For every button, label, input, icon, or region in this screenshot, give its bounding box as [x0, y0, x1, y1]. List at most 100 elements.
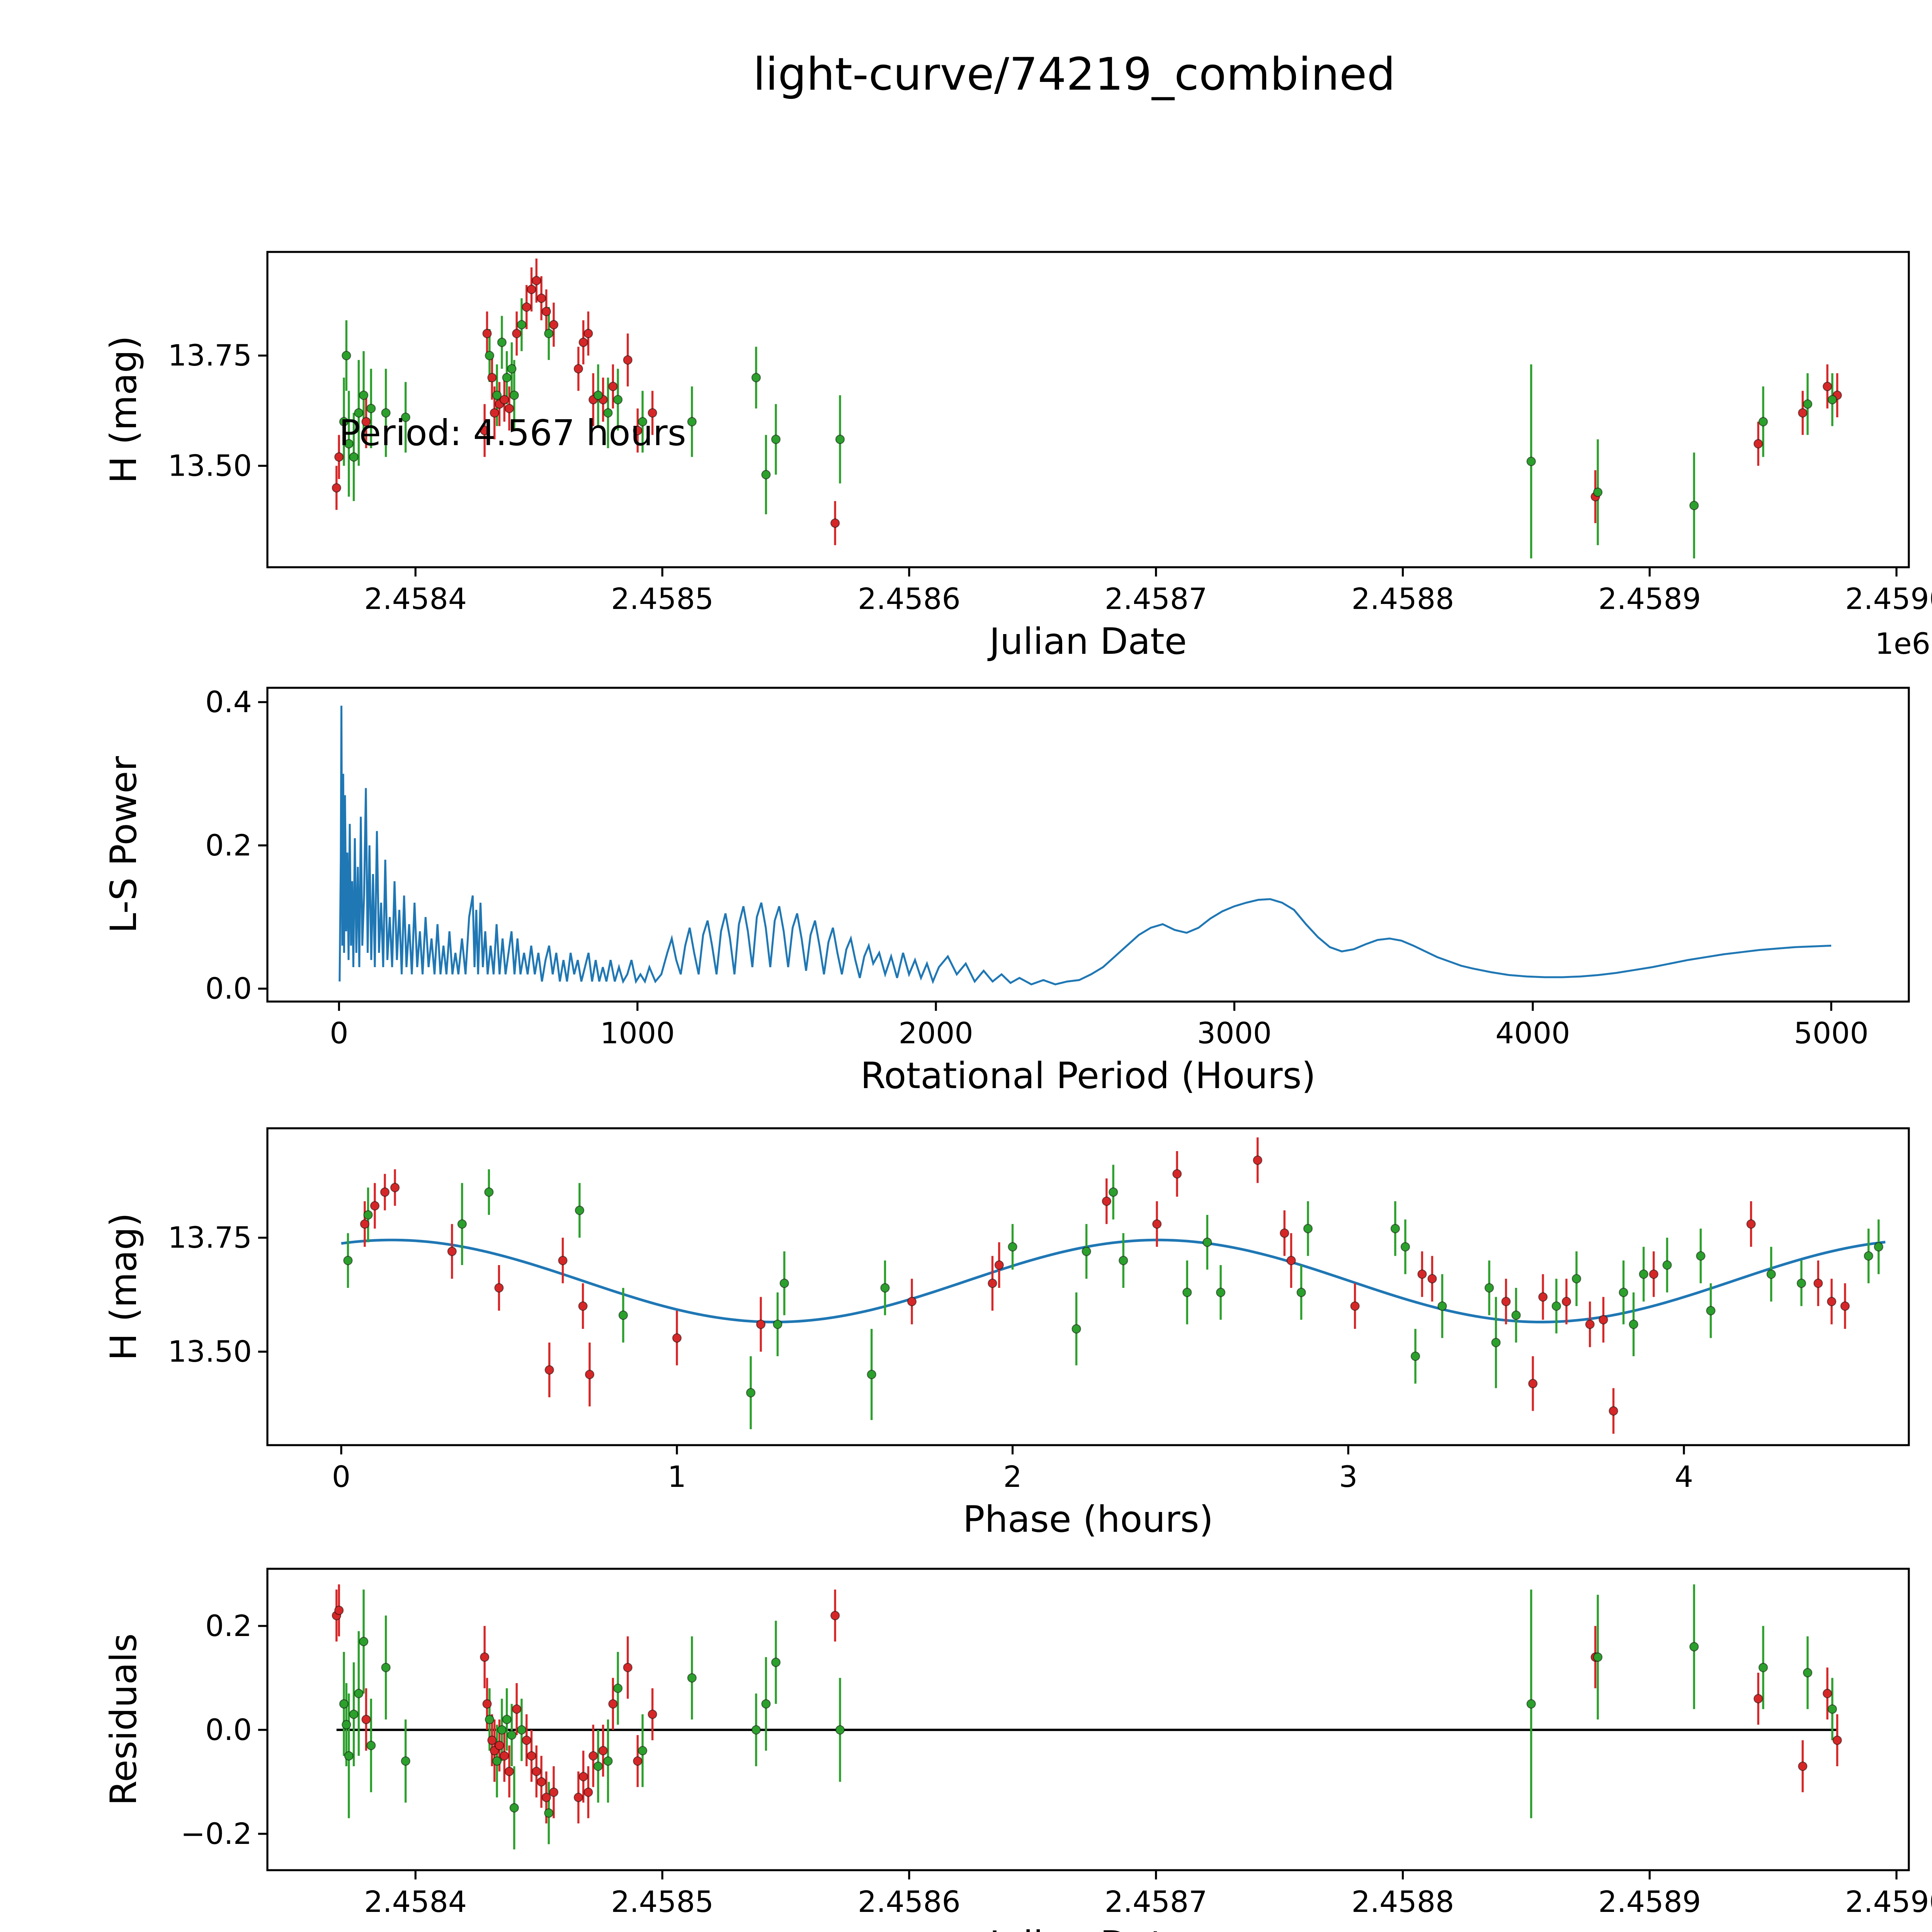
- green-data-point: [613, 395, 623, 405]
- red-data-point: [558, 1255, 568, 1265]
- red-data-point: [1813, 1278, 1823, 1288]
- green-data-point: [342, 1720, 351, 1730]
- x-tick-label: 2: [1003, 1459, 1022, 1494]
- red-data-point: [1152, 1219, 1162, 1229]
- green-data-point: [1689, 501, 1699, 510]
- red-data-point: [598, 1746, 608, 1755]
- x-tick-label: 2.4588: [1351, 1884, 1454, 1919]
- x-tick-label: 2.4587: [1105, 582, 1208, 616]
- green-data-point: [1119, 1255, 1128, 1265]
- green-data-point: [1526, 1699, 1536, 1709]
- green-data-point: [492, 1756, 502, 1766]
- red-data-point: [1746, 1219, 1756, 1229]
- green-data-point: [835, 434, 845, 444]
- red-data-point: [1501, 1297, 1511, 1306]
- green-data-point: [492, 390, 502, 400]
- x-tick-label: 2.4586: [858, 582, 961, 616]
- red-data-point: [1599, 1315, 1608, 1325]
- green-data-point: [544, 328, 554, 338]
- phase-curve-panel: 0 1 2 3 4 13.50 13.75 Phase (hours) H (mag): [103, 1127, 1910, 1541]
- red-data-point: [549, 320, 559, 330]
- green-data-point: [1491, 1338, 1501, 1347]
- green-data-point: [344, 1751, 354, 1761]
- red-data-point: [672, 1333, 682, 1343]
- red-data-point: [494, 1283, 504, 1293]
- green-data-point: [751, 1725, 761, 1735]
- green-data-point: [1662, 1260, 1672, 1270]
- green-data-point: [1071, 1324, 1081, 1334]
- red-data-point: [482, 1699, 492, 1709]
- red-data-point: [1827, 1297, 1837, 1306]
- green-data-point: [575, 1206, 585, 1215]
- x-tick-label: 2.4584: [364, 1884, 467, 1919]
- green-data-point: [349, 452, 359, 462]
- red-data-point: [1840, 1301, 1850, 1311]
- red-data-point: [623, 355, 633, 365]
- red-data-point: [1538, 1292, 1548, 1302]
- green-data-point: [593, 1761, 603, 1771]
- green-data-point: [517, 320, 527, 330]
- green-data-point: [1216, 1287, 1226, 1297]
- red-data-point: [633, 1756, 643, 1766]
- green-data-point: [1410, 1351, 1420, 1361]
- green-data-point: [339, 417, 349, 427]
- green-data-point: [771, 1657, 781, 1667]
- light-curve-axes-spine: [266, 251, 1910, 568]
- red-data-point: [1427, 1274, 1437, 1284]
- red-data-point: [447, 1247, 457, 1256]
- green-data-point: [751, 373, 761, 383]
- red-data-point: [988, 1278, 997, 1288]
- green-data-point: [354, 1689, 364, 1698]
- red-data-point: [648, 408, 657, 418]
- green-data-point: [1803, 399, 1813, 409]
- green-data-point: [485, 1714, 495, 1725]
- red-data-point: [583, 1787, 593, 1797]
- red-data-point: [490, 408, 499, 418]
- y-tick-label: −0.2: [180, 1816, 252, 1851]
- x-tick-label: 2.4584: [364, 582, 467, 616]
- red-data-point: [495, 1741, 504, 1750]
- green-data-point: [1696, 1251, 1706, 1261]
- x-tick-label: 5000: [1794, 1016, 1868, 1050]
- green-data-point: [1296, 1287, 1306, 1297]
- red-data-point: [1417, 1269, 1427, 1279]
- green-data-point: [1593, 1652, 1603, 1662]
- green-data-point: [1400, 1242, 1410, 1252]
- red-data-point: [578, 1772, 588, 1782]
- red-data-point: [1279, 1228, 1289, 1238]
- red-data-point: [361, 1714, 371, 1725]
- red-data-point: [532, 276, 541, 286]
- light-curve-ylabel: H (mag): [103, 336, 145, 484]
- x-tick-label: 2.4590: [1845, 1884, 1932, 1919]
- green-data-point: [1551, 1301, 1561, 1311]
- green-data-point: [497, 337, 507, 347]
- red-data-point: [1350, 1301, 1360, 1311]
- red-data-point: [522, 302, 531, 312]
- green-data-point: [618, 1310, 628, 1320]
- x-tick-label: 3: [1339, 1459, 1357, 1494]
- green-data-point: [1526, 456, 1536, 466]
- red-data-point: [480, 426, 490, 435]
- y-tick-label: 0.2: [205, 1609, 252, 1643]
- red-data-point: [487, 1735, 497, 1745]
- green-data-point: [502, 1714, 512, 1725]
- red-data-point: [500, 395, 509, 405]
- green-data-point: [343, 1255, 353, 1265]
- red-data-point: [578, 337, 588, 347]
- green-data-point: [339, 1699, 349, 1709]
- green-data-point: [485, 350, 495, 361]
- green-data-point: [746, 1388, 756, 1398]
- light-curve-panel: Period: 4.567 hours 2.4584 2.4585 2.4586 2.4…: [103, 251, 1932, 663]
- periodogram-xlabel: Rotational Period (Hours): [861, 1055, 1316, 1097]
- red-data-point: [608, 381, 618, 391]
- red-data-point: [1561, 1297, 1571, 1306]
- green-data-point: [761, 470, 771, 480]
- red-data-point: [544, 1365, 554, 1375]
- red-data-point: [541, 306, 551, 316]
- red-data-point: [648, 1709, 657, 1719]
- red-data-point: [588, 1751, 598, 1761]
- green-data-point: [1202, 1237, 1212, 1247]
- red-data-point: [830, 518, 840, 528]
- green-data-point: [613, 1684, 623, 1693]
